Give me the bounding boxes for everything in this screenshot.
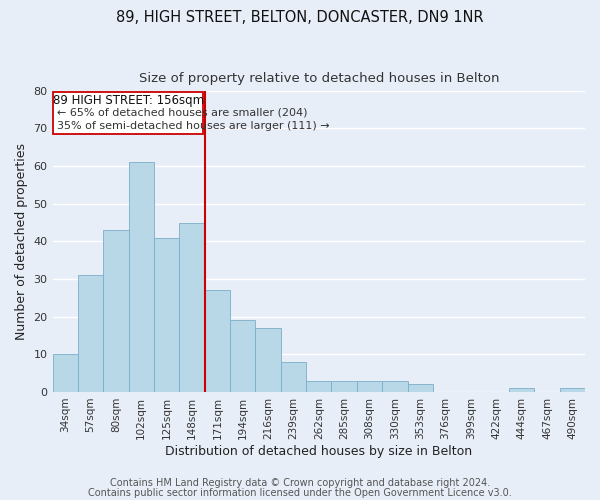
Bar <box>306 380 331 392</box>
X-axis label: Distribution of detached houses by size in Belton: Distribution of detached houses by size … <box>165 444 472 458</box>
Bar <box>230 320 256 392</box>
Text: 89 HIGH STREET: 156sqm: 89 HIGH STREET: 156sqm <box>53 94 204 106</box>
Text: 35% of semi-detached houses are larger (111) →: 35% of semi-detached houses are larger (… <box>57 120 329 130</box>
Bar <box>154 238 179 392</box>
Bar <box>382 380 407 392</box>
Bar <box>205 290 230 392</box>
Bar <box>128 162 154 392</box>
Text: Contains public sector information licensed under the Open Government Licence v3: Contains public sector information licen… <box>88 488 512 498</box>
Bar <box>103 230 128 392</box>
Bar <box>331 380 357 392</box>
Text: 89, HIGH STREET, BELTON, DONCASTER, DN9 1NR: 89, HIGH STREET, BELTON, DONCASTER, DN9 … <box>116 10 484 25</box>
Bar <box>509 388 534 392</box>
Title: Size of property relative to detached houses in Belton: Size of property relative to detached ho… <box>139 72 499 86</box>
Bar <box>78 276 103 392</box>
Bar <box>179 222 205 392</box>
Y-axis label: Number of detached properties: Number of detached properties <box>15 143 28 340</box>
Bar <box>560 388 585 392</box>
Text: ← 65% of detached houses are smaller (204): ← 65% of detached houses are smaller (20… <box>57 108 307 118</box>
Text: Contains HM Land Registry data © Crown copyright and database right 2024.: Contains HM Land Registry data © Crown c… <box>110 478 490 488</box>
Bar <box>407 384 433 392</box>
Bar <box>281 362 306 392</box>
Bar <box>53 354 78 392</box>
Bar <box>357 380 382 392</box>
Bar <box>256 328 281 392</box>
FancyBboxPatch shape <box>53 92 203 134</box>
